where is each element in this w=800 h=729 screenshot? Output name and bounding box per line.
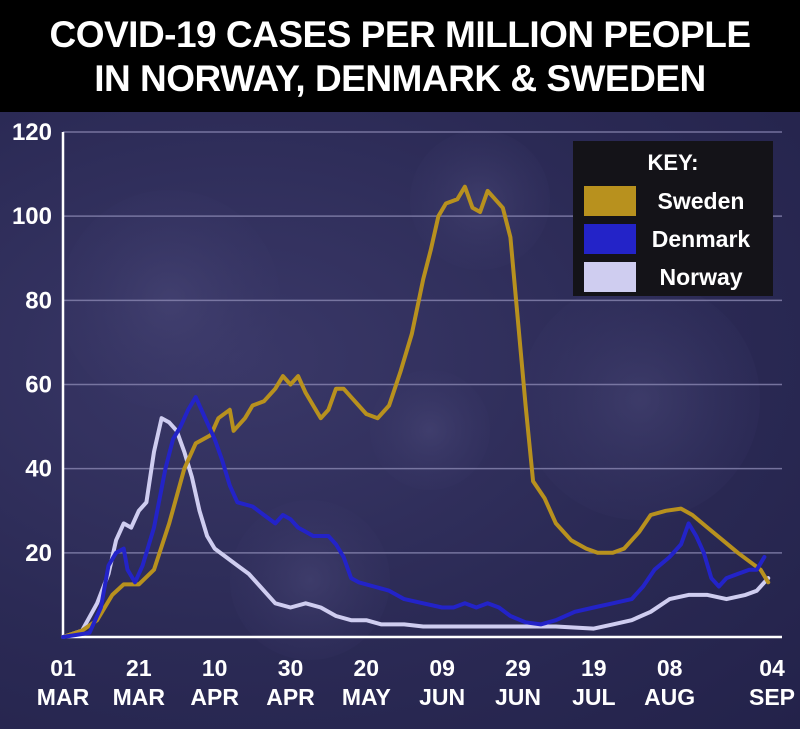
x-tick-month-2: APR — [190, 684, 239, 710]
x-tick-month-0: MAR — [37, 684, 90, 710]
x-tick-day-9: 04 — [759, 655, 785, 681]
x-tick-day-4: 20 — [354, 655, 380, 681]
legend-swatch-sweden — [584, 186, 636, 216]
legend-label-sweden: Sweden — [658, 188, 745, 214]
x-tick-month-7: JUL — [572, 684, 615, 710]
x-tick-labels: 01 MAR 21 MAR 10 APR 30 APR 20 MAY 09 JUN 29 JUN 19 JUL… — [37, 655, 795, 710]
legend: KEY: Sweden Denmark Norway — [573, 141, 773, 296]
y-tick-label-120: 120 — [12, 119, 52, 146]
y-tick-labels: 20 40 60 80 100 120 — [12, 119, 52, 567]
x-tick-day-2: 10 — [202, 655, 228, 681]
x-tick-day-8: 08 — [657, 655, 683, 681]
x-tick-month-4: MAY — [342, 684, 391, 710]
legend-title: KEY: — [648, 150, 699, 175]
x-tick-month-3: APR — [266, 684, 315, 710]
axes — [61, 132, 782, 639]
x-tick-day-0: 01 — [50, 655, 76, 681]
x-tick-month-5: JUN — [419, 684, 465, 710]
legend-label-denmark: Denmark — [652, 226, 751, 252]
chart-title-line1: COVID-19 CASES PER MILLION PEOPLE — [49, 14, 751, 55]
x-tick-day-6: 29 — [505, 655, 531, 681]
series-line-norway — [61, 416, 771, 639]
y-tick-label-40: 40 — [25, 456, 52, 483]
title-bar: COVID-19 CASES PER MILLION PEOPLE IN NOR… — [0, 0, 800, 112]
x-tick-day-1: 21 — [126, 655, 152, 681]
y-tick-label-80: 80 — [25, 287, 52, 314]
series-line-sweden — [61, 184, 771, 639]
x-tick-month-9: SEP — [749, 684, 795, 710]
legend-swatch-denmark — [584, 224, 636, 254]
series-lines — [61, 184, 771, 639]
y-tick-label-20: 20 — [25, 540, 52, 567]
x-tick-day-7: 19 — [581, 655, 607, 681]
series-line-denmark — [61, 395, 767, 639]
y-tick-label-100: 100 — [12, 203, 52, 230]
legend-swatch-norway — [584, 262, 636, 292]
y-tick-label-60: 60 — [25, 372, 52, 399]
x-tick-month-8: AUG — [644, 684, 695, 710]
x-tick-month-6: JUN — [495, 684, 541, 710]
legend-label-norway: Norway — [659, 264, 742, 290]
chart-title-line2: IN NORWAY, DENMARK & SWEDEN — [94, 58, 706, 99]
x-tick-month-1: MAR — [113, 684, 166, 710]
x-tick-day-5: 09 — [429, 655, 455, 681]
x-tick-day-3: 30 — [278, 655, 304, 681]
